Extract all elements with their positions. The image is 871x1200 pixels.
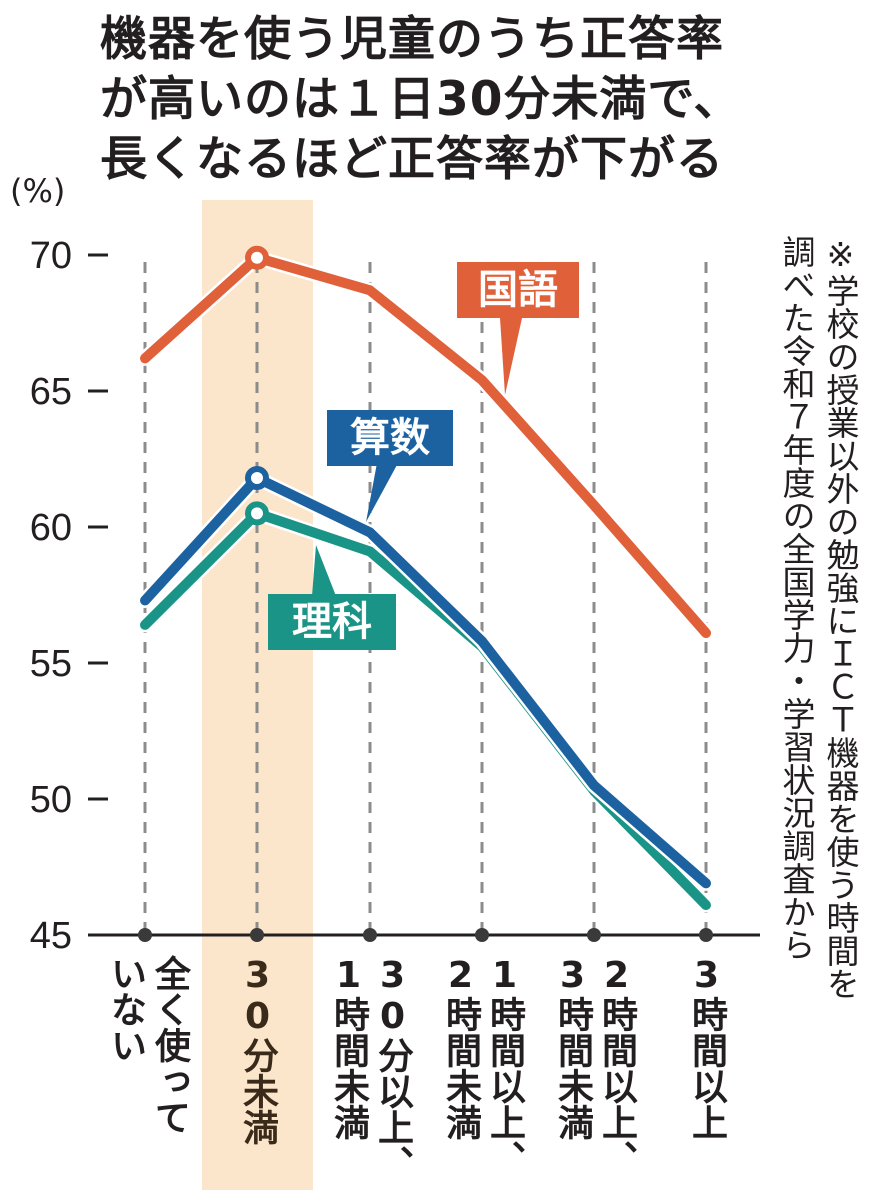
legend-label-kokugo: 国語 xyxy=(457,262,579,318)
rika-label-pointer xyxy=(312,545,336,596)
title-line-2: が高いのは１日30分未満で、 xyxy=(100,72,742,127)
title-line-1: 機器を使う児童のうち正答率 xyxy=(100,12,724,67)
y-tick-label: 70 xyxy=(30,235,72,277)
series-line-国語 xyxy=(140,252,711,639)
source-note-line-1: ※学校の授業以外の勉強にＩＣＴ機器を使う時間を xyxy=(821,235,860,1000)
y-tick-label: 55 xyxy=(30,643,72,685)
x-axis-dot-4 xyxy=(587,928,601,942)
x-tick-label-1to2h-line-1: 1時間以上、 xyxy=(484,955,525,1176)
y-tick-label: 50 xyxy=(30,779,72,821)
sansu-label-pointer xyxy=(366,463,398,522)
x-axis-dot-5 xyxy=(699,928,713,942)
x-axis-dot-0 xyxy=(138,928,152,942)
y-tick-label: 65 xyxy=(30,371,72,413)
series-line-算数 xyxy=(140,473,711,889)
legend-label-rika: 理科 xyxy=(268,594,396,650)
x-axis-dot-2 xyxy=(363,928,377,942)
y-axis-unit-label: (%) xyxy=(10,172,66,210)
kokugo-label-pointer xyxy=(500,318,522,395)
chart-title: 機器を使う児童のうち正答率 が高いのは１日30分未満で、 長くなるほど正答率が下… xyxy=(100,10,742,190)
data-point-marker xyxy=(245,466,269,491)
legend-label-sansu: 算数 xyxy=(327,410,453,466)
y-tick-label: 45 xyxy=(30,915,72,957)
source-note: ※学校の授業以外の勉強にＩＣＴ機器を使う時間を 調べた令和７年度の全国学力・学習… xyxy=(770,235,862,1195)
x-tick-label-2to3h-line-1: 2時間以上、 xyxy=(596,955,637,1176)
x-tick-label-none-line-2: いない xyxy=(105,955,146,1063)
x-tick-label-30to60-line-2: 1時間未満 xyxy=(328,955,369,1140)
x-tick-label-none-line-1: 全く使って xyxy=(149,955,190,1135)
x-tick-label-30to60-line-1: 30分以上、 xyxy=(372,955,413,1181)
x-axis-dot-3 xyxy=(475,928,489,942)
x-axis-dot-1 xyxy=(250,928,264,942)
title-line-3: 長くなるほど正答率が下がる xyxy=(100,132,724,187)
x-tick-label-over3h-line-1: 3時間以上 xyxy=(686,955,727,1140)
data-point-marker xyxy=(245,245,269,270)
source-note-line-2: 調べた令和７年度の全国学力・学習状況調査から xyxy=(777,235,816,961)
x-tick-label-1to2h-line-2: 2時間未満 xyxy=(440,955,481,1140)
y-tick-label: 60 xyxy=(30,507,72,549)
x-tick-label-under30-line-1: 30分未満 xyxy=(237,955,278,1145)
x-tick-label-2to3h-line-2: 3時間未満 xyxy=(552,955,593,1140)
data-point-marker xyxy=(245,501,269,526)
